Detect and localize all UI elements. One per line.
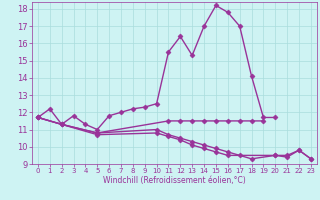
X-axis label: Windchill (Refroidissement éolien,°C): Windchill (Refroidissement éolien,°C) — [103, 176, 246, 185]
